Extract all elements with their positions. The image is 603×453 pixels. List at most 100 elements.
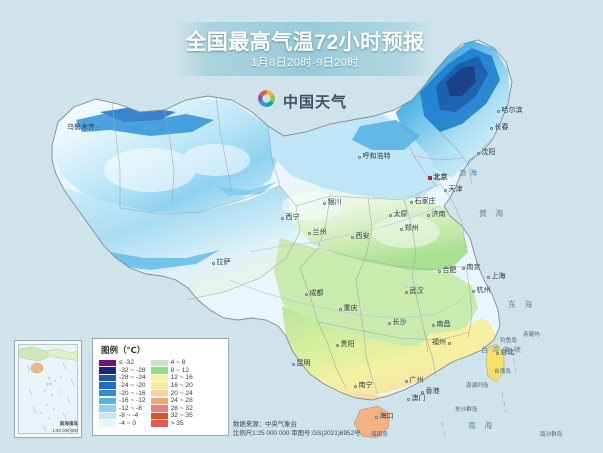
city-marker-icon bbox=[438, 269, 441, 273]
legend-label: > 35 bbox=[170, 420, 184, 428]
city-label-南京: 南京 bbox=[462, 264, 481, 272]
city-name: 南宁 bbox=[358, 382, 373, 389]
attribution-block: 数据来源：中央气象台 比例尺1:25 000 000 审图号:GS(2021)6… bbox=[233, 420, 361, 438]
city-marker-icon bbox=[400, 227, 403, 231]
legend-row: -4 ~ 0 bbox=[99, 420, 146, 428]
national-border bbox=[51, 39, 513, 401]
page-subtitle: 1月8日20时-9日20时 bbox=[251, 57, 359, 69]
city-label-乌鲁木齐: 乌鲁木齐 bbox=[67, 124, 100, 132]
legend-label: 32 ~ 35 bbox=[170, 412, 193, 420]
legend-row: -16 ~ -12 bbox=[99, 397, 146, 405]
legend-row: -28 ~ -24 bbox=[99, 374, 146, 382]
city-label-贵阳: 贵阳 bbox=[336, 341, 355, 349]
legend-label: -28 ~ -24 bbox=[119, 374, 146, 382]
legend-row: -24 ~ -20 bbox=[99, 382, 146, 390]
city-name: 呼和浩特 bbox=[362, 153, 391, 160]
city-marker-icon bbox=[407, 397, 410, 401]
legend-row: -8 ~ -4 bbox=[99, 412, 146, 420]
legend-label: 4 ~ 8 bbox=[170, 359, 186, 367]
city-marker-icon bbox=[389, 213, 392, 217]
legend-swatch bbox=[99, 412, 116, 420]
city-label-南昌: 南昌 bbox=[432, 321, 451, 329]
city-label-南宁: 南宁 bbox=[354, 382, 373, 390]
city-marker-icon bbox=[477, 151, 480, 155]
city-name: 上海 bbox=[491, 273, 506, 280]
taiwan-island-shape bbox=[485, 343, 505, 383]
legend-row: 8 ~ 12 bbox=[150, 367, 193, 375]
page-title: 全国最高气温72小时预报 bbox=[185, 31, 425, 54]
city-marker-icon bbox=[497, 109, 500, 113]
legend-row: 28 ~ 32 bbox=[150, 405, 193, 413]
city-name: 郑州 bbox=[404, 225, 419, 232]
city-marker-icon bbox=[308, 231, 311, 235]
city-label-石家庄: 石家庄 bbox=[410, 198, 436, 206]
legend-title: 图例（℃） bbox=[101, 345, 146, 355]
city-label-武汉: 武汉 bbox=[405, 288, 424, 296]
city-label-长春: 长春 bbox=[490, 124, 509, 132]
city-label-合肥: 合肥 bbox=[438, 267, 457, 275]
city-name: 广州 bbox=[409, 377, 424, 384]
city-name: 西安 bbox=[355, 233, 370, 240]
city-name: 济南 bbox=[431, 211, 446, 218]
legend-swatch bbox=[99, 405, 116, 412]
legend-row: 24 ~ 28 bbox=[150, 397, 193, 405]
legend-column-cold: ≤ -32 -32 ~ -28 -28 ~ -24 -24 ~ -20 -20 ~ -1… bbox=[99, 359, 146, 427]
city-label-拉萨: 拉萨 bbox=[212, 259, 231, 267]
city-name: 西宁 bbox=[285, 214, 300, 221]
legend-label: -4 ~ 0 bbox=[119, 420, 137, 428]
city-label-哈尔滨: 哈尔滨 bbox=[497, 107, 523, 115]
legend-label: -16 ~ -12 bbox=[119, 397, 146, 405]
legend-row: ≤ -32 bbox=[99, 359, 146, 367]
legend-row: > 35 bbox=[150, 420, 193, 428]
legend-label: -8 ~ -4 bbox=[119, 412, 139, 420]
sea-label-黄海: 黄 海 bbox=[479, 209, 507, 218]
city-label-兰州: 兰州 bbox=[308, 229, 327, 237]
city-label-沈阳: 沈阳 bbox=[477, 149, 496, 157]
legend-label: -20 ~ -16 bbox=[119, 389, 146, 397]
legend-swatch bbox=[99, 382, 116, 389]
capital-marker-icon bbox=[428, 176, 432, 180]
city-name: 武汉 bbox=[409, 288, 424, 295]
sea-label-台湾海峡: 台 湾 海 峡 bbox=[481, 347, 522, 354]
legend-row: 4 ~ 8 bbox=[150, 359, 193, 367]
city-marker-icon bbox=[405, 379, 408, 383]
city-label-银川: 银川 bbox=[323, 199, 342, 207]
city-label-西宁: 西宁 bbox=[281, 214, 300, 222]
legend-swatch bbox=[99, 359, 116, 366]
legend-row: -12 ~ -8 bbox=[99, 405, 146, 413]
city-name: 杭州 bbox=[476, 287, 491, 294]
city-name: 重庆 bbox=[343, 305, 358, 312]
legend-row: 16 ~ 20 bbox=[150, 382, 193, 390]
city-name: 昆明 bbox=[296, 360, 311, 367]
legend-label: 16 ~ 20 bbox=[170, 382, 193, 390]
city-marker-icon bbox=[427, 213, 430, 217]
city-marker-icon bbox=[496, 351, 499, 355]
south-china-sea-inset-map: 南 海 南海诸岛 1:50 000 000 bbox=[14, 340, 82, 438]
city-marker-icon bbox=[212, 261, 215, 265]
city-marker-icon bbox=[354, 384, 357, 388]
legend-swatch bbox=[99, 397, 116, 404]
legend-swatch bbox=[150, 367, 168, 374]
city-name: 香港 bbox=[425, 388, 440, 395]
city-label-西安: 西安 bbox=[351, 233, 370, 241]
legend-swatch bbox=[150, 412, 168, 420]
city-name: 北京 bbox=[433, 174, 448, 181]
brand-name: 中国天气 bbox=[283, 93, 348, 111]
legend-swatch bbox=[99, 389, 116, 397]
legend-swatch bbox=[99, 367, 116, 374]
legend-label: -24 ~ -20 bbox=[119, 382, 146, 390]
city-marker-icon bbox=[432, 323, 435, 327]
city-marker-icon bbox=[323, 201, 326, 205]
pinwheel-logo-icon bbox=[256, 88, 277, 114]
sea-label-东海: 东 海 bbox=[508, 300, 536, 309]
city-label-上海: 上海 bbox=[487, 273, 506, 281]
legend-label: ≤ -32 bbox=[119, 359, 134, 367]
city-marker-icon bbox=[336, 343, 339, 347]
city-label-太原: 太原 bbox=[389, 211, 408, 219]
city-name: 天津 bbox=[448, 186, 463, 193]
legend-label: 24 ~ 28 bbox=[170, 397, 193, 405]
city-name: 合肥 bbox=[442, 267, 457, 274]
legend-row: 12 ~ 16 bbox=[150, 374, 193, 382]
city-marker-icon bbox=[388, 321, 391, 325]
